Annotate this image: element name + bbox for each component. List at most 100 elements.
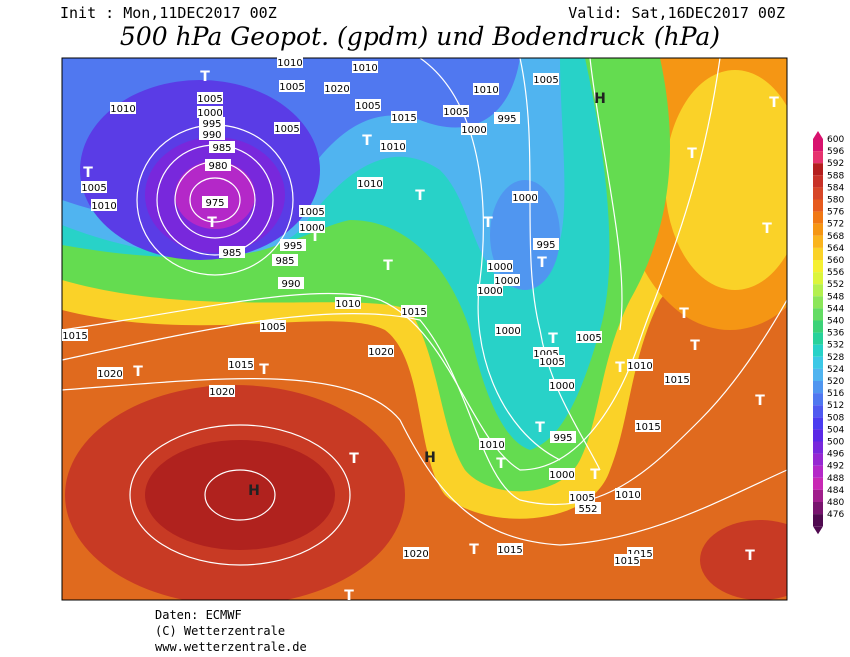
colorbar-label: 524	[827, 365, 844, 375]
isobar-label: 1005	[81, 183, 106, 194]
pressure-center: T	[383, 258, 393, 274]
isobar-label-box	[91, 199, 117, 211]
colorbar-label: 488	[827, 474, 844, 484]
isobar-label-box	[260, 320, 286, 332]
isobar-label: 1015	[228, 360, 253, 371]
colorbar-swatch	[813, 332, 823, 345]
colorbar-label: 500	[827, 438, 844, 448]
pressure-center: T	[687, 146, 697, 162]
colorbar-label: 496	[827, 450, 844, 460]
isobar-label-box	[473, 83, 499, 95]
isobar-label-box	[199, 117, 225, 129]
isobar-label: 1000	[197, 108, 222, 119]
isobar-label: 1000	[494, 276, 519, 287]
colorbar-label: 560	[827, 256, 844, 266]
isobar-label: 1010	[615, 490, 640, 501]
colorbar-swatch	[813, 272, 823, 285]
isobar-label-box	[324, 82, 350, 94]
isobar-label: 1010	[110, 104, 135, 115]
isobar-label: 1005	[274, 124, 299, 135]
isobar-label: 552	[578, 504, 597, 515]
colorbar-swatch	[813, 405, 823, 418]
colorbar-swatch	[813, 284, 823, 297]
colorbar-label: 576	[827, 208, 844, 218]
pressure-center: T	[200, 69, 210, 85]
isobar-label: 1010	[473, 85, 498, 96]
isobar-label-box	[352, 61, 378, 73]
colorbar-top-arrow	[813, 131, 823, 139]
isobar-label: 1010	[277, 58, 302, 69]
pressure-center: T	[745, 548, 755, 564]
isobar-label: 995	[283, 241, 302, 252]
isobar-label: 1000	[549, 470, 574, 481]
colorbar-swatch	[813, 502, 823, 515]
colorbar-swatch	[813, 344, 823, 357]
isobar-label-box	[110, 102, 136, 114]
colorbar-swatch	[813, 356, 823, 369]
isobar-label-box	[461, 123, 487, 135]
isobar-label: 1015	[62, 331, 87, 342]
colorbar-label: 556	[827, 268, 844, 278]
isobar-label: 1010	[479, 440, 504, 451]
isobar-label: 1010	[627, 361, 652, 372]
isobar-label-box	[391, 111, 417, 123]
isobar-label-box	[209, 141, 235, 153]
isobar-label: 1020	[324, 84, 349, 95]
colorbar-label: 484	[827, 486, 844, 496]
colorbar-swatch	[813, 235, 823, 248]
colorbar-label: 572	[827, 220, 844, 230]
colorbar-label: 588	[827, 171, 844, 181]
isobar-label-box	[277, 56, 303, 68]
isobar-label-box	[278, 277, 304, 289]
isobar-label: 1010	[380, 142, 405, 153]
isobar-label: 1015	[664, 375, 689, 386]
colorbar-label: 564	[827, 244, 844, 254]
pressure-center: H	[424, 450, 436, 466]
isobar-label-box	[569, 491, 595, 503]
isobar-label: 1005	[355, 101, 380, 112]
isobar-label-box	[272, 254, 298, 266]
isobar-label: 1015	[614, 556, 639, 567]
colorbar-label: 544	[827, 304, 844, 314]
isobar-label: 1005	[569, 493, 594, 504]
pressure-center: T	[615, 360, 625, 376]
colorbar-swatch	[813, 151, 823, 164]
colorbar-swatch	[813, 296, 823, 309]
init-time: Init : Mon,11DEC2017 00Z	[60, 4, 277, 22]
isobar-label: 1015	[635, 422, 660, 433]
isobar-label-box	[199, 128, 225, 140]
colorbar-swatch	[813, 175, 823, 188]
colorbar-swatch	[813, 453, 823, 466]
isobar-label-box	[209, 385, 235, 397]
isobar-label: 1000	[299, 223, 324, 234]
isobar-label: 1005	[197, 94, 222, 105]
isobar-label-box	[615, 488, 641, 500]
colorbar-label: 536	[827, 329, 844, 339]
colorbar-bottom-arrow	[813, 526, 823, 535]
isobar-label: 990	[281, 279, 300, 290]
colorbar-swatch	[813, 199, 823, 212]
map-title: 500 hPa Geopot. (gpdm) und Bodendruck (h…	[120, 22, 720, 51]
pressure-center: T	[537, 255, 547, 271]
pressure-center: T	[535, 420, 545, 436]
pressure-center: T	[496, 456, 506, 472]
pressure-center: T	[483, 215, 493, 231]
colorbar-swatch	[813, 429, 823, 442]
colorbar-swatch	[813, 368, 823, 381]
isobar-label: 1020	[368, 347, 393, 358]
isobar-label: 995	[497, 114, 516, 125]
isobar-label-box	[533, 238, 559, 250]
colorbar-label: 512	[827, 401, 844, 411]
isobar-label-box	[494, 112, 520, 124]
isobar-label-box	[477, 284, 503, 296]
isobar-label: 985	[275, 256, 294, 267]
pressure-center: H	[594, 91, 606, 107]
isobar-label: 995	[553, 433, 572, 444]
isobar-label-box	[495, 324, 521, 336]
isobar-label-box	[205, 159, 231, 171]
isobar-label-box	[497, 543, 523, 555]
isobar-label-box	[81, 181, 107, 193]
isobar-label-box	[550, 431, 576, 443]
pressure-center: T	[349, 451, 359, 467]
colorbar-swatch	[813, 381, 823, 394]
